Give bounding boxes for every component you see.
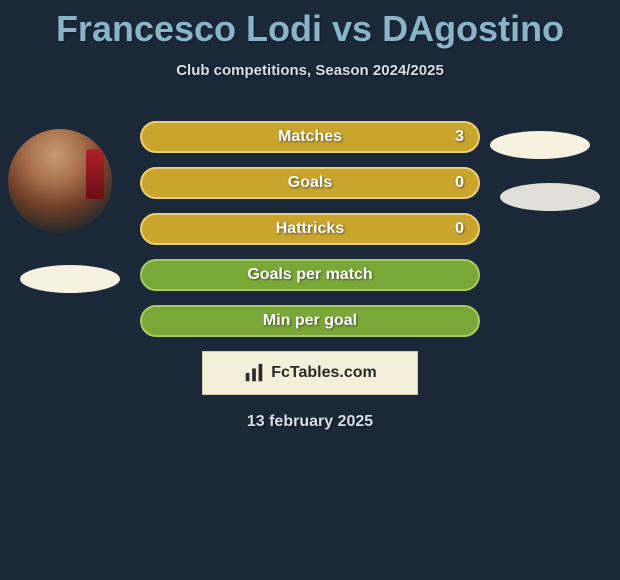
stat-label: Goals per match (247, 266, 372, 284)
season-subtitle: Club competitions, Season 2024/2025 (0, 62, 620, 79)
stat-label: Matches (278, 128, 342, 146)
stat-label: Min per goal (263, 312, 357, 330)
vs-separator: vs (332, 8, 372, 49)
player1-avatar (8, 129, 112, 233)
player1-badge-placeholder (20, 265, 120, 293)
stat-value: 0 (455, 220, 464, 238)
brand-watermark[interactable]: FcTables.com (202, 351, 418, 395)
stat-row-min-per-goal: Min per goal (140, 305, 480, 337)
stat-label: Goals (288, 174, 332, 192)
player2-badge-placeholder (500, 183, 600, 211)
stat-row-matches: Matches 3 (140, 121, 480, 153)
player2-avatar-placeholder (490, 131, 590, 159)
stats-bars: Matches 3 Goals 0 Hattricks 0 Goals per … (140, 107, 480, 337)
stat-row-goals-per-match: Goals per match (140, 259, 480, 291)
stat-row-goals: Goals 0 (140, 167, 480, 199)
comparison-title: Francesco Lodi vs DAgostino (0, 0, 620, 50)
stat-value: 3 (455, 128, 464, 146)
comparison-content: Matches 3 Goals 0 Hattricks 0 Goals per … (0, 107, 620, 431)
player1-name: Francesco Lodi (56, 8, 322, 49)
stat-row-hattricks: Hattricks 0 (140, 213, 480, 245)
player2-name: DAgostino (382, 8, 564, 49)
bar-chart-icon (243, 362, 265, 384)
snapshot-date: 13 february 2025 (0, 413, 620, 431)
stat-value: 0 (455, 174, 464, 192)
stat-label: Hattricks (276, 220, 344, 238)
brand-text: FcTables.com (271, 364, 377, 382)
